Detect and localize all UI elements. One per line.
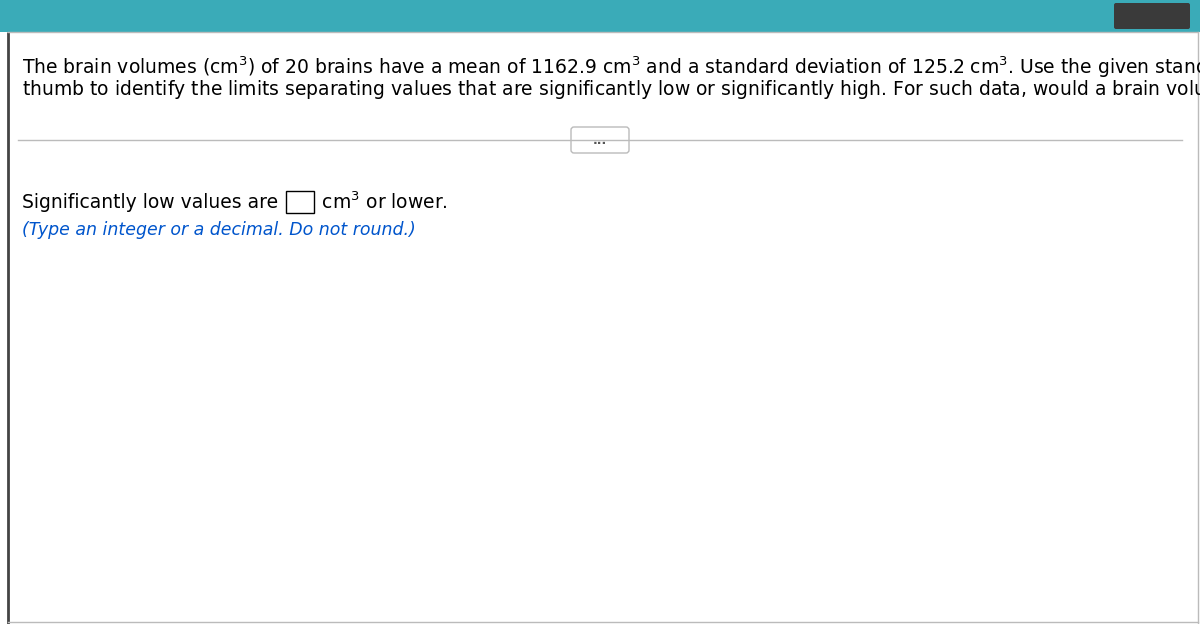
Text: The brain volumes (cm$^{3}$) of 20 brains have a mean of 1162.9 cm$^{3}$ and a s: The brain volumes (cm$^{3}$) of 20 brain… [22, 54, 1200, 79]
Text: Significantly low values are: Significantly low values are [22, 192, 284, 212]
FancyBboxPatch shape [571, 127, 629, 153]
FancyBboxPatch shape [1114, 3, 1190, 29]
Text: (Type an integer or a decimal. Do not round.): (Type an integer or a decimal. Do not ro… [22, 221, 415, 239]
Text: thumb to identify the limits separating values that are significantly low or sig: thumb to identify the limits separating … [22, 77, 1200, 102]
Bar [286, 191, 314, 213]
Text: ...: ... [593, 134, 607, 147]
Text: cm$^{3}$ or lower.: cm$^{3}$ or lower. [316, 191, 448, 213]
Bar [0, 0, 1200, 32]
